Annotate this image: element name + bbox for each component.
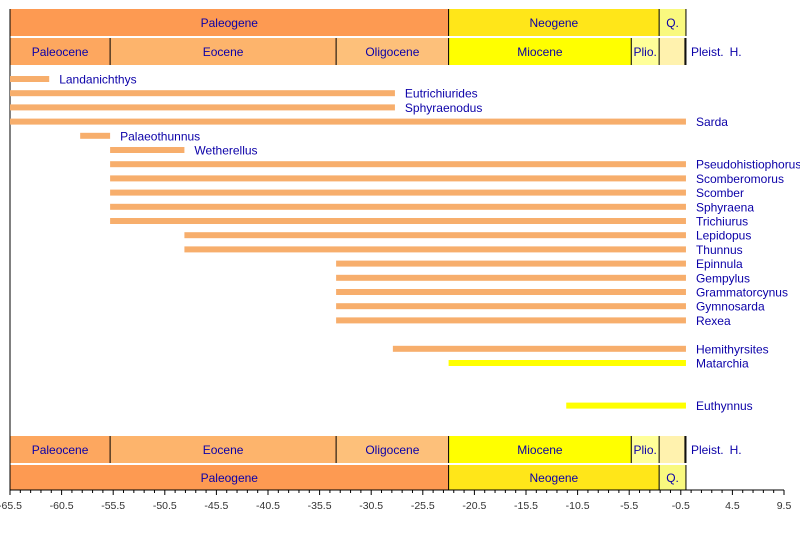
taxon-label: Hemithyrsites	[696, 342, 769, 356]
band-plio	[631, 38, 660, 65]
range-bar	[566, 402, 686, 409]
band-oligocene	[336, 436, 449, 463]
band-label: Neogene	[530, 16, 579, 30]
range-bar	[110, 175, 686, 182]
taxon-label: Landanichthys	[59, 73, 136, 87]
taxon-label: Scomber	[696, 186, 744, 200]
range-bar	[336, 289, 686, 295]
band-neogene	[448, 9, 660, 36]
taxon-label: Pseudohistiophorus	[696, 158, 800, 172]
range-bar	[110, 203, 686, 210]
band-label: Eocene	[203, 45, 244, 59]
range-bar	[10, 76, 50, 82]
range-bar	[336, 274, 686, 281]
x-tick-label: -10.5	[566, 500, 590, 512]
x-tick-label: -55.5	[101, 500, 125, 512]
band-plio	[631, 436, 660, 463]
taxon-label: Wetherellus	[194, 144, 257, 158]
taxon-label: Euthynnus	[696, 399, 753, 413]
band-label: Q.	[666, 16, 679, 30]
x-tick-label: -20.5	[462, 500, 486, 512]
x-tick-label: -35.5	[308, 500, 332, 512]
band-label: Q.	[666, 471, 679, 485]
x-tick-label: -40.5	[256, 500, 280, 512]
band-label: Neogene	[530, 471, 579, 485]
band-oligocene	[336, 38, 449, 65]
x-tick-label: -0.5	[672, 500, 690, 512]
band-label: Pleist.	[691, 45, 724, 59]
band-paleocene	[10, 38, 111, 65]
band-label: Plio.	[634, 443, 657, 457]
band-label: Paleocene	[32, 443, 89, 457]
band-h	[684, 436, 686, 463]
band-eocene	[110, 38, 337, 65]
band-label: Miocene	[517, 45, 563, 59]
taxon-label: Lepidopus	[696, 229, 751, 243]
range-bar	[10, 104, 395, 111]
taxon-label: Rexea	[696, 314, 731, 328]
range-bar	[110, 147, 185, 153]
band-paleocene	[10, 436, 111, 463]
band-h	[684, 38, 686, 65]
band-label: Plio.	[634, 45, 657, 59]
band-label: H.	[730, 443, 742, 457]
band-label: Paleocene	[32, 45, 89, 59]
band-label: Oligocene	[365, 45, 419, 59]
band-paleogene	[10, 465, 449, 490]
taxon-label: Eutrichiurides	[405, 87, 478, 101]
band-pleist	[659, 38, 685, 65]
band-label: Pleist.	[691, 443, 724, 457]
x-tick-label: -15.5	[514, 500, 538, 512]
x-tick-label: -25.5	[411, 500, 435, 512]
range-bar	[336, 303, 686, 310]
band-q	[659, 465, 686, 490]
taxon-label: Matarchia	[696, 357, 749, 371]
band-pleist	[659, 436, 685, 463]
taxon-label: Grammatorcynus	[696, 286, 788, 300]
x-tick-label: -50.5	[153, 500, 177, 512]
range-bar	[184, 232, 686, 239]
taxon-label: Epinnula	[696, 257, 743, 271]
band-label: Miocene	[517, 443, 563, 457]
band-neogene	[448, 465, 660, 490]
band-label: Paleogene	[201, 16, 259, 30]
range-bar	[80, 132, 111, 139]
taxon-label: Sphyraenodus	[405, 101, 482, 115]
band-miocene	[448, 38, 632, 65]
x-tick-label: -30.5	[359, 500, 383, 512]
range-bar	[110, 189, 686, 196]
band-label: Oligocene	[365, 443, 419, 457]
x-tick-label: 4.5	[725, 500, 740, 512]
range-bar	[10, 118, 686, 125]
taxon-label: Palaeothunnus	[120, 129, 200, 143]
band-label: H.	[730, 45, 742, 59]
taxon-label: Sphyraena	[696, 200, 754, 214]
band-label: Paleogene	[201, 471, 259, 485]
x-tick-label: -5.5	[620, 500, 638, 512]
range-bar	[336, 260, 686, 267]
x-tick-label: -65.5	[0, 500, 22, 512]
taxon-label: Sarda	[696, 115, 728, 129]
range-bar	[110, 161, 686, 168]
band-miocene	[448, 436, 632, 463]
band-paleogene	[10, 9, 449, 36]
x-tick-label: -60.5	[50, 500, 74, 512]
taxon-label: Trichiurus	[696, 215, 748, 229]
band-eocene	[110, 436, 337, 463]
taxon-label: Gempylus	[696, 271, 750, 285]
range-bar	[448, 360, 686, 366]
taxon-label: Thunnus	[696, 243, 743, 257]
taxon-label: Gymnosarda	[696, 300, 765, 314]
range-bar	[10, 90, 395, 97]
range-bar	[392, 345, 686, 352]
band-label: Eocene	[203, 443, 244, 457]
x-tick-label: 9.5	[777, 500, 792, 512]
band-q	[659, 9, 686, 36]
range-bar	[184, 246, 686, 253]
x-tick-label: -45.5	[204, 500, 228, 512]
taxon-label: Scomberomorus	[696, 172, 784, 186]
range-bar	[336, 317, 686, 324]
range-bar	[110, 218, 686, 224]
